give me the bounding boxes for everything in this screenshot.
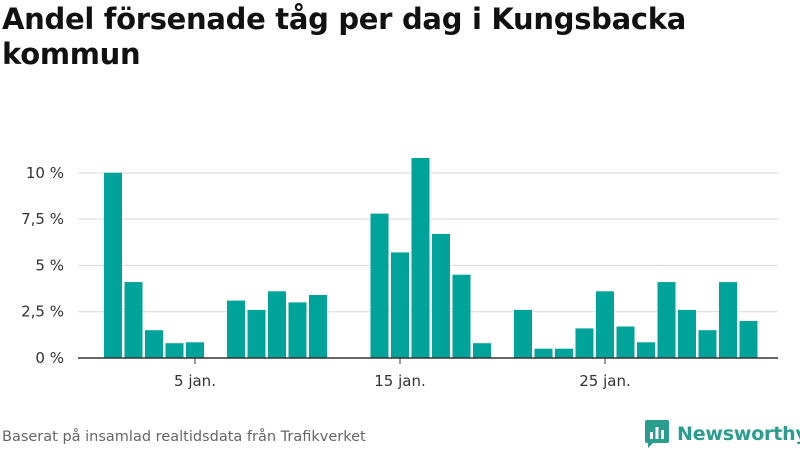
y-tick-label: 5 %	[35, 256, 64, 274]
source-note: Baserat på insamlad realtidsdata från Tr…	[2, 429, 366, 445]
x-tick-label: 25 jan.	[579, 372, 631, 390]
bar[interactable]	[555, 348, 573, 358]
bar[interactable]	[514, 309, 532, 358]
bar[interactable]	[534, 348, 553, 358]
bar[interactable]	[432, 233, 450, 358]
bar[interactable]	[575, 328, 594, 358]
axes: 0 % 2,5 % 5 % 7,5 % 10 % 5 jan. 15 jan. 25 jan.	[21, 164, 778, 390]
bar[interactable]	[268, 291, 286, 358]
chart-title: Andel försenade tåg per dag i Kungsbacka…	[2, 2, 687, 71]
bar[interactable]	[616, 326, 635, 359]
bar[interactable]	[637, 342, 655, 358]
x-tick-label: 5 jan.	[174, 372, 216, 390]
bars	[104, 158, 758, 358]
brand-name: Newsworthy	[677, 423, 800, 445]
bar[interactable]	[104, 172, 122, 358]
bar-chart: 0 % 2,5 % 5 % 7,5 % 10 % 5 jan. 15 jan. 25 jan.	[21, 158, 778, 390]
bar[interactable]	[227, 300, 245, 358]
y-tick-label: 10 %	[26, 164, 64, 182]
bar[interactable]	[678, 309, 696, 358]
bar[interactable]	[186, 342, 204, 358]
bar[interactable]	[719, 282, 737, 358]
brand-logo[interactable]: Newsworthy	[644, 419, 800, 449]
bar[interactable]	[165, 343, 184, 358]
bar-chart-logo-icon	[645, 420, 669, 448]
bar[interactable]	[473, 343, 491, 358]
bar[interactable]	[370, 213, 389, 358]
bar[interactable]	[247, 309, 266, 358]
bar[interactable]	[288, 302, 307, 358]
y-tick-label: 2,5 %	[21, 303, 64, 321]
bar[interactable]	[698, 330, 717, 358]
x-tick-label: 15 jan.	[374, 372, 426, 390]
bar[interactable]	[452, 274, 471, 358]
bar[interactable]	[391, 252, 409, 358]
bar[interactable]	[124, 282, 143, 358]
bar[interactable]	[657, 282, 676, 358]
y-tick-label: 7,5 %	[21, 210, 64, 228]
bar[interactable]	[145, 330, 163, 358]
bar[interactable]	[739, 321, 758, 358]
bar[interactable]	[596, 291, 614, 358]
bar[interactable]	[309, 295, 327, 358]
y-tick-label: 0 %	[35, 349, 64, 367]
bar[interactable]	[411, 158, 430, 358]
